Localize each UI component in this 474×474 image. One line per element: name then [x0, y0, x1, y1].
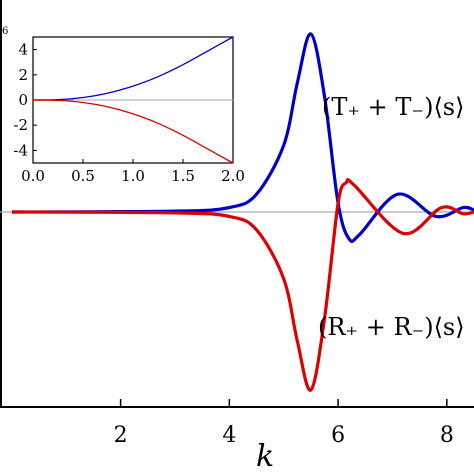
inset-ticks: 0.0 0.5 1.0 1.5 2.0 4 2 0 -2 -4 — [13, 41, 245, 185]
main-x-ticks: 2 4 6 8 — [114, 399, 454, 448]
inset-y-tick-label: 4 — [18, 41, 28, 59]
inset-x-tick-label: 1.0 — [121, 167, 145, 185]
x-axis-label: k — [256, 439, 274, 474]
inset-y-tick-label: 0 — [18, 91, 28, 109]
inset-x-tick-label: 1.5 — [171, 167, 195, 185]
inset-curves — [32, 36, 234, 164]
main-x-tick-label: 2 — [114, 423, 128, 448]
main-curves — [11, 32, 474, 392]
inset-lower-series-line — [32, 99, 234, 164]
inset-x-tick-label: 0.0 — [21, 167, 45, 185]
inset-y-tick-label: -4 — [13, 141, 28, 159]
reflection-series-line — [11, 178, 474, 392]
inset-x-tick-label: 0.5 — [71, 167, 95, 185]
top-curve-label: (T₊ + T₋)⟨s⟩ — [322, 93, 465, 121]
inset-y-tick-label: 2 — [18, 66, 28, 84]
main-x-tick-label: 6 — [331, 423, 345, 448]
inset-corner-text: 6 — [2, 26, 8, 37]
main-x-tick-label: 8 — [440, 423, 454, 448]
inset-upper-series-line — [32, 36, 234, 101]
inset-y-tick-label: -2 — [13, 116, 28, 134]
transmission-series-line — [11, 32, 474, 244]
inset-x-tick-label: 2.0 — [221, 167, 245, 185]
bottom-curve-label: (R₊ + R₋)⟨s⟩ — [318, 313, 465, 341]
main-x-tick-label: 4 — [222, 423, 236, 448]
